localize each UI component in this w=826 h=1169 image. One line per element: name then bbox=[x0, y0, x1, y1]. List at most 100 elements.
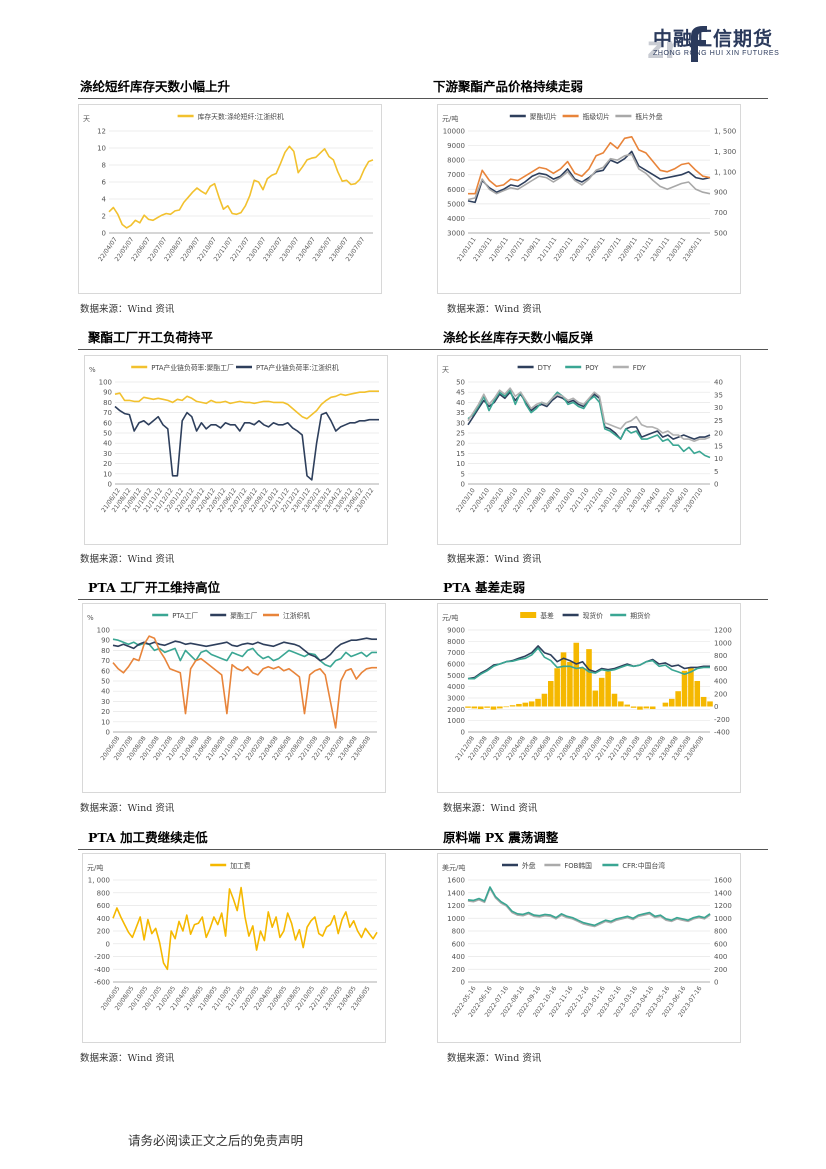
y-tick-label: 800 bbox=[97, 889, 110, 897]
y2-tick-label: 400 bbox=[714, 953, 727, 961]
y-tick-label: 45 bbox=[456, 389, 465, 397]
y-axis-label: % bbox=[87, 614, 94, 622]
data-source: 数据来源：Wind 资讯 bbox=[447, 1053, 542, 1064]
chart-panel-2: 3000 4000 5000 6000 7000 8000 9000 10000 500 700 9… bbox=[437, 104, 741, 294]
y-tick-label: 90 bbox=[103, 389, 112, 397]
y-tick-label: 8000 bbox=[447, 638, 465, 646]
y-tick-label: 6 bbox=[102, 179, 107, 187]
y2-tick-label: 200 bbox=[714, 690, 727, 698]
y-tick-label: 50 bbox=[456, 379, 465, 387]
y-tick-label: 0 bbox=[102, 230, 106, 238]
y-tick-label: 20 bbox=[456, 440, 465, 448]
y-tick-label: 4000 bbox=[447, 683, 465, 691]
y-tick-label: 4 bbox=[102, 196, 107, 204]
y-tick-label: 400 bbox=[97, 915, 110, 923]
y-tick-label: 40 bbox=[103, 440, 112, 448]
basis-bar bbox=[477, 706, 484, 710]
y-tick-label: 100 bbox=[97, 627, 110, 635]
company-name-en: ZHONG RONG HUI XIN FUTURES bbox=[653, 50, 780, 57]
divider bbox=[78, 98, 768, 99]
chart-filament-inventory: 051015202530354045500510152025303540天22/… bbox=[442, 364, 723, 514]
basis-bar bbox=[528, 701, 535, 707]
basis-bar bbox=[535, 698, 541, 707]
legend-label: CFR:中国台湾 bbox=[622, 861, 665, 870]
basis-bar bbox=[643, 706, 650, 709]
disclaimer-footer: 请务必阅读正文之后的免责声明 bbox=[128, 1133, 304, 1148]
y-tick-label: 60 bbox=[103, 419, 112, 427]
data-source: 数据来源：Wind 资讯 bbox=[443, 803, 538, 814]
legend-label: 江浙织机 bbox=[283, 611, 310, 620]
y2-tick-label: 600 bbox=[714, 940, 727, 948]
y-axis-label: 美元/吨 bbox=[442, 863, 465, 872]
legend-label: 瓶级切片 bbox=[583, 112, 610, 121]
y2-tick-label: 1600 bbox=[714, 877, 732, 885]
y-tick-label: 200 bbox=[452, 966, 465, 974]
y-tick-label: 7000 bbox=[447, 171, 465, 179]
legend-label: POY bbox=[585, 364, 599, 372]
basis-bar bbox=[471, 706, 478, 709]
data-source: 数据来源：Wind 资讯 bbox=[80, 803, 175, 814]
basis-bar bbox=[503, 706, 510, 708]
basis-bar bbox=[541, 693, 548, 707]
series-line-2 bbox=[467, 887, 711, 928]
data-source: 数据来源：Wind 资讯 bbox=[447, 304, 542, 315]
data-source: 数据来源：Wind 资讯 bbox=[447, 554, 542, 565]
basis-bar bbox=[688, 666, 694, 707]
series-line-2 bbox=[467, 389, 711, 459]
y-tick-label: 25 bbox=[456, 430, 465, 438]
series-line-1 bbox=[114, 390, 379, 420]
y2-tick-label: 0 bbox=[714, 703, 718, 711]
y2-tick-label: 1200 bbox=[714, 902, 732, 910]
basis-bar bbox=[509, 705, 516, 707]
y-tick-label: 20 bbox=[101, 708, 110, 716]
y-tick-label: 8000 bbox=[447, 157, 465, 165]
series-line-1 bbox=[467, 150, 711, 204]
basis-bar bbox=[516, 703, 522, 707]
y-tick-label: 0 bbox=[461, 481, 465, 489]
y2-tick-label: 5 bbox=[714, 468, 718, 476]
y2-tick-label: 30 bbox=[714, 404, 723, 412]
series-line-3 bbox=[467, 153, 711, 201]
company-logo-mark: zr bbox=[647, 26, 707, 66]
basis-bar bbox=[675, 691, 681, 707]
legend-label: 库存天数:涤纶短纤:江浙织机 bbox=[198, 112, 284, 121]
y-tick-label: 5000 bbox=[447, 200, 465, 208]
basis-bar bbox=[484, 706, 490, 708]
y-tick-label: 400 bbox=[452, 953, 465, 961]
y2-tick-label: 1000 bbox=[714, 915, 732, 923]
y-tick-label: 0 bbox=[461, 729, 465, 737]
y-tick-label: 5000 bbox=[447, 672, 465, 680]
y-tick-label: 1, 000 bbox=[88, 877, 110, 885]
chart-px-price: 0 200 400 600 800 1000 1200 1400 1600 0 200 400 600 8… bbox=[442, 861, 732, 1019]
basis-bar bbox=[497, 706, 503, 709]
legend-label: PTA产业链负荷率:江浙织机 bbox=[256, 363, 339, 372]
y-axis-label: 元/吨 bbox=[87, 863, 103, 872]
y-tick-label: 1000 bbox=[447, 915, 465, 923]
y2-tick-label: 15 bbox=[714, 442, 723, 450]
y-tick-label: 10 bbox=[101, 718, 110, 726]
y-tick-label: 30 bbox=[103, 450, 112, 458]
divider bbox=[78, 849, 768, 850]
y2-tick-label: -400 bbox=[714, 729, 730, 737]
data-source: 数据来源：Wind 资讯 bbox=[80, 304, 175, 315]
y-tick-label: 10 bbox=[103, 470, 112, 478]
y-tick-label: 200 bbox=[97, 928, 110, 936]
y2-tick-label: 700 bbox=[714, 209, 727, 217]
basis-bar bbox=[694, 681, 701, 707]
basis-bar bbox=[700, 696, 707, 707]
y2-tick-label: 500 bbox=[714, 230, 727, 238]
legend-label: 外盘 bbox=[522, 861, 536, 870]
legend-label: 聚酯工厂 bbox=[230, 612, 257, 620]
series-line-2 bbox=[114, 405, 379, 481]
section-title-3: 聚酯工厂开工负荷持平 bbox=[88, 330, 214, 345]
chart-polyester-load: 0102030405060708090100%21/06/1221/08/122… bbox=[89, 363, 379, 514]
y2-tick-label: 600 bbox=[714, 665, 727, 673]
series-line-1 bbox=[112, 886, 378, 971]
y-tick-label: 3000 bbox=[447, 695, 465, 703]
y-tick-label: 80 bbox=[101, 647, 110, 655]
section-title-8: 原料端 PX 震荡调整 bbox=[443, 830, 559, 845]
legend-label: FDY bbox=[633, 364, 647, 372]
y2-tick-label: 1, 100 bbox=[714, 168, 736, 176]
series-line-3 bbox=[467, 886, 711, 927]
